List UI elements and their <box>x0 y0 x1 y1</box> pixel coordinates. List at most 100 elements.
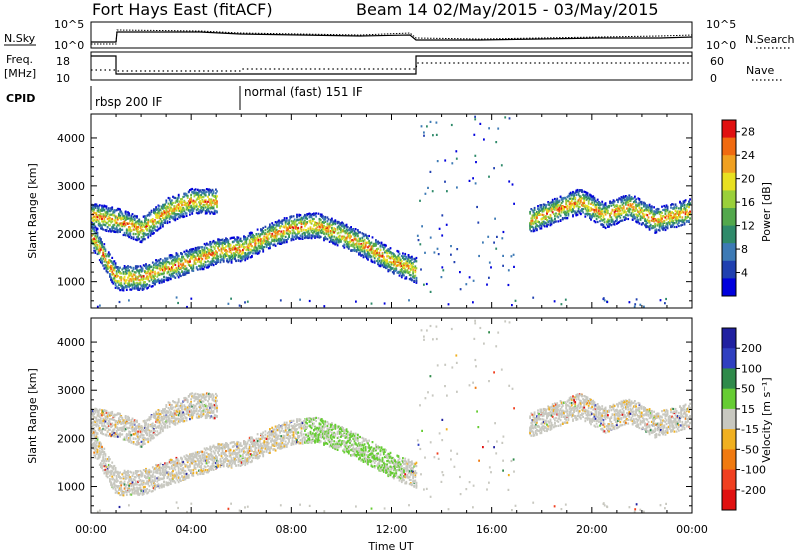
data-cell <box>236 247 239 250</box>
data-cell <box>100 261 102 264</box>
data-cell <box>274 227 277 230</box>
data-cell <box>213 241 216 244</box>
data-cell <box>150 285 153 288</box>
data-cell <box>302 228 305 231</box>
data-cell <box>260 229 262 232</box>
data-cell <box>411 279 413 282</box>
data-cell <box>155 264 157 267</box>
data-cell <box>320 215 323 218</box>
data-cell <box>238 251 241 254</box>
data-cell <box>237 259 240 262</box>
data-cell <box>450 245 452 248</box>
data-cell <box>425 282 428 286</box>
data-cell <box>376 259 378 263</box>
data-cell <box>441 214 444 217</box>
data-cell <box>282 238 285 241</box>
data-cell <box>315 232 317 235</box>
data-cell <box>187 252 190 255</box>
data-cell <box>138 282 141 285</box>
data-cell <box>207 253 209 257</box>
data-cell <box>187 269 190 272</box>
data-cell <box>213 256 216 259</box>
data-cell <box>147 218 150 221</box>
data-cell <box>266 240 269 243</box>
data-cell <box>408 271 411 274</box>
data-cell <box>154 283 156 286</box>
data-cell <box>177 263 180 266</box>
data-cell <box>648 221 651 224</box>
data-cell <box>679 216 681 219</box>
data-cell <box>386 260 388 263</box>
data-cell <box>227 243 230 247</box>
data-cell <box>242 248 244 252</box>
data-cell <box>353 248 356 251</box>
data-cell <box>209 240 212 244</box>
data-cell <box>252 233 254 236</box>
data-cell <box>199 260 201 263</box>
data-cell <box>272 239 275 242</box>
data-cell <box>231 236 234 239</box>
data-cell <box>429 120 432 123</box>
data-cell <box>290 226 293 229</box>
data-cell <box>234 255 236 258</box>
data-cell <box>238 243 241 246</box>
data-cell <box>550 217 553 220</box>
data-cell <box>354 243 357 246</box>
data-cell <box>102 248 105 252</box>
data-cell <box>371 236 374 239</box>
data-cell <box>219 239 222 242</box>
data-cell <box>156 280 159 283</box>
data-cell <box>446 190 448 193</box>
data-cell <box>282 231 285 234</box>
data-cell <box>307 233 310 236</box>
data-cell <box>257 232 260 236</box>
data-cell <box>345 237 348 240</box>
data-cell <box>257 238 260 241</box>
data-cell <box>284 223 287 226</box>
data-cell <box>342 228 345 232</box>
data-cell <box>318 220 321 223</box>
data-cell <box>172 258 174 262</box>
data-cell <box>153 232 155 235</box>
data-cell <box>266 230 269 233</box>
data-cell <box>92 240 94 243</box>
data-cell <box>132 236 135 239</box>
data-cell <box>654 222 657 225</box>
data-cell <box>253 249 256 252</box>
data-cell <box>593 210 596 214</box>
data-cell <box>255 251 258 255</box>
data-cell <box>299 298 301 301</box>
data-cell <box>359 252 361 255</box>
data-cell <box>226 258 228 261</box>
data-cell <box>92 233 94 236</box>
data-cell <box>201 250 204 253</box>
data-cell <box>182 212 185 215</box>
data-cell <box>257 242 260 245</box>
data-cell <box>229 255 232 258</box>
data-cell <box>121 286 124 289</box>
data-cell <box>455 157 458 160</box>
data-cell <box>666 227 669 230</box>
data-cell <box>299 214 302 217</box>
data-cell <box>145 284 147 287</box>
data-cell <box>635 198 637 201</box>
data-cell <box>275 239 278 242</box>
data-cell <box>302 215 305 218</box>
data-cell <box>207 260 209 263</box>
data-cell <box>173 268 176 271</box>
data-cell <box>136 269 138 272</box>
data-cell <box>233 236 235 239</box>
data-cell <box>300 221 303 224</box>
data-cell <box>225 252 227 255</box>
data-cell <box>447 303 450 306</box>
data-cell <box>261 231 263 234</box>
data-cell <box>474 182 477 185</box>
data-cell <box>661 205 663 208</box>
data-cell <box>151 274 154 277</box>
data-cell <box>164 257 166 260</box>
data-cell <box>185 253 188 256</box>
data-cell <box>254 240 257 243</box>
data-cell <box>319 226 322 229</box>
data-cell <box>183 273 186 276</box>
